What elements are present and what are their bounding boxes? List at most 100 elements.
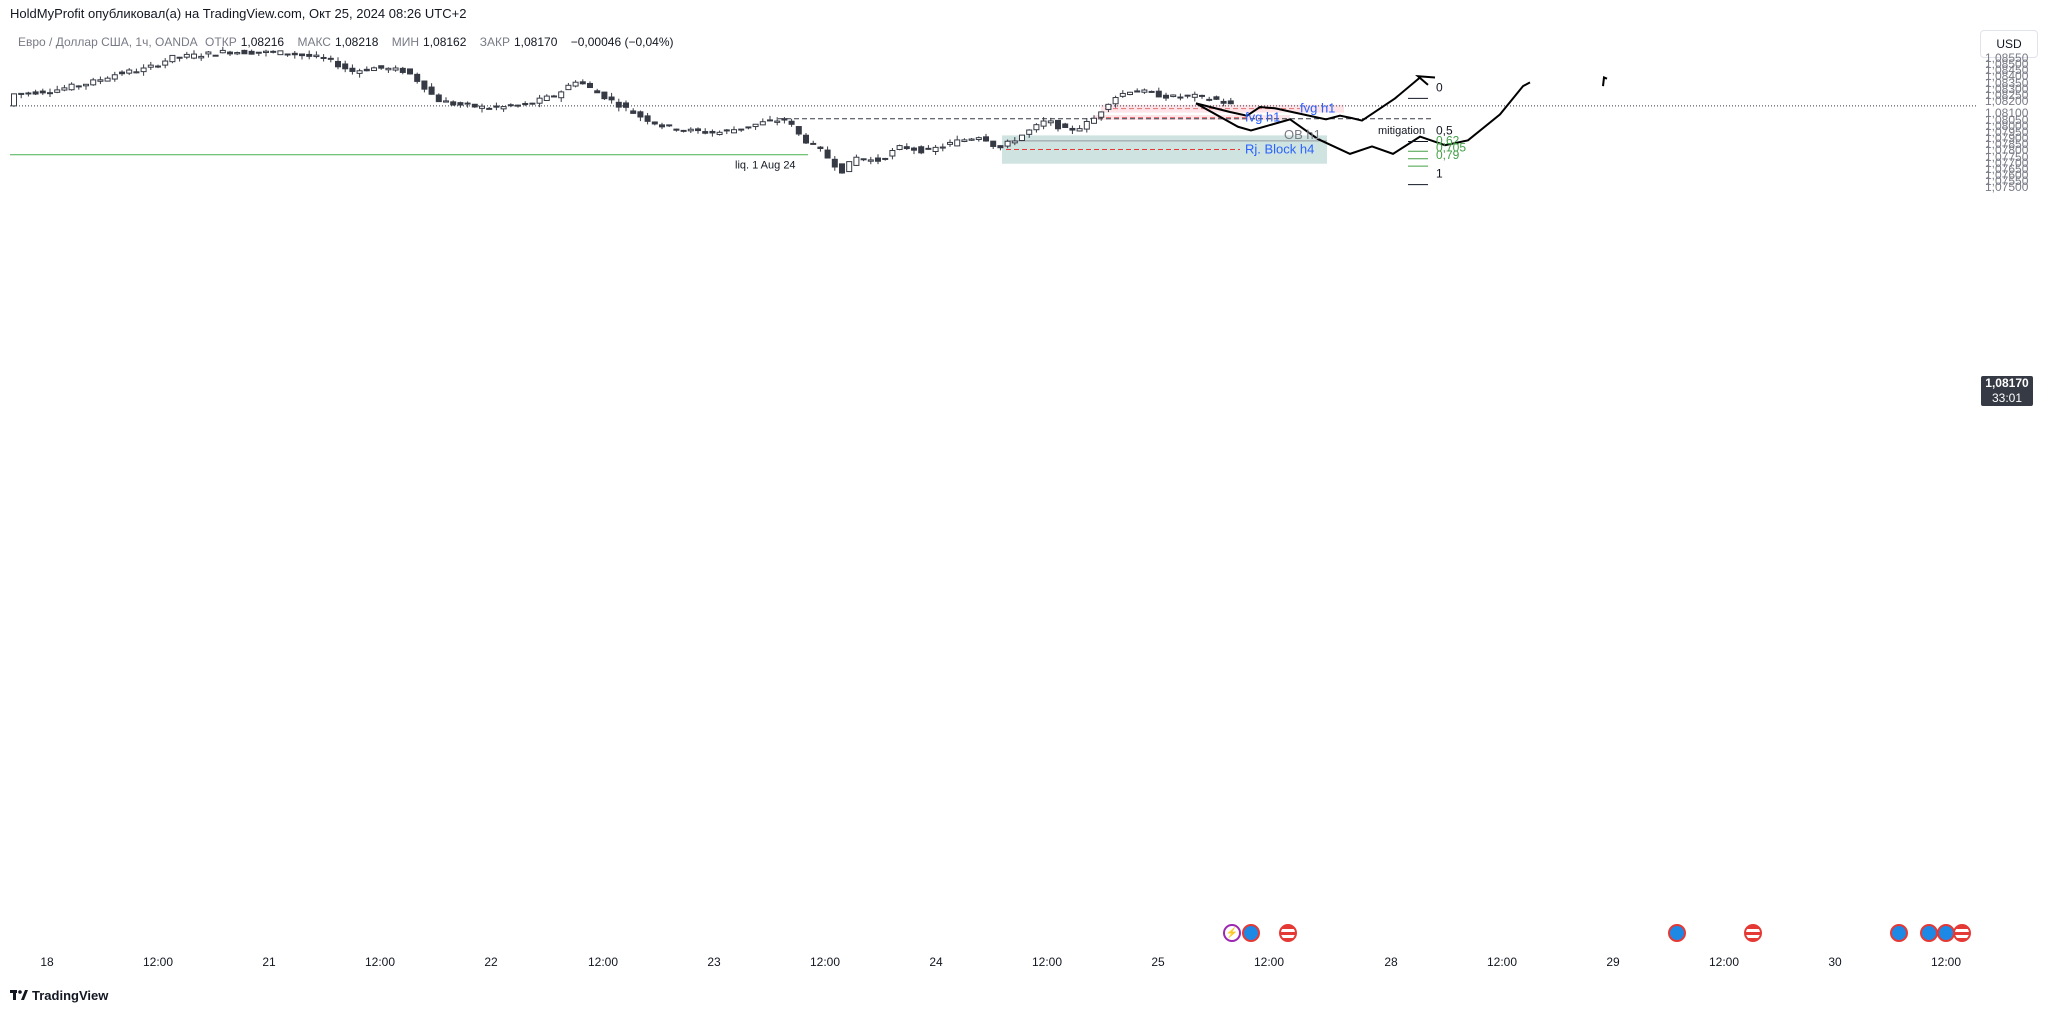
candle-bull (723, 129, 730, 132)
candle-bear (342, 63, 349, 70)
candle-bear (594, 90, 601, 94)
mitigation-label: mitigation (1378, 125, 1425, 137)
us-flag-icon[interactable] (1279, 924, 1297, 942)
symbol-name: Евро / Доллар США, 1ч, OANDA (18, 35, 198, 49)
candle-bear (1163, 94, 1169, 99)
price-axis-label: 1,07950 (1985, 124, 2029, 139)
candle-bear (378, 65, 385, 69)
candle-bear (551, 95, 557, 98)
candle-bull (889, 150, 896, 157)
open-value: 1,08216 (240, 35, 285, 49)
candle-bull (212, 54, 219, 57)
candle-bear (788, 120, 795, 125)
time-axis-label: 12:00 (1253, 955, 1285, 969)
candle-bull (1170, 94, 1177, 98)
candle-bull (1119, 92, 1126, 97)
candle-bull (90, 79, 97, 86)
candle-bear (579, 81, 586, 85)
price-axis-label: 1,07900 (1985, 131, 2029, 146)
candle-bull (716, 131, 723, 136)
candle-bear (248, 50, 255, 55)
candle-bear (486, 107, 493, 110)
candle-bear (1227, 100, 1234, 105)
candle-bull (1098, 111, 1105, 118)
candle-bull (1206, 98, 1213, 101)
candle-bull (1199, 94, 1205, 97)
fib-level-label: 0 (1436, 80, 1443, 94)
candle-bear (291, 52, 298, 56)
fvg-label-lower: fvg h1 (1245, 110, 1280, 125)
candle-bear (824, 149, 831, 159)
candle-bull (147, 64, 154, 68)
candle-bear (255, 51, 262, 54)
arrow-head (1415, 75, 1436, 86)
tradingview-logo-icon (10, 990, 28, 1000)
candle-bull (543, 95, 550, 101)
time-axis-label: 25 (1151, 955, 1165, 969)
candle-bull (54, 89, 61, 93)
candle-bull (133, 71, 140, 74)
candle-bull (1076, 128, 1083, 132)
candle-bear (997, 145, 1004, 149)
candle-bull (75, 85, 82, 88)
bar-countdown: 33:01 (1991, 391, 2023, 405)
high-label: МАКС (297, 35, 331, 49)
price-axis-label: 1,07550 (1985, 174, 2029, 189)
candle-bull (925, 147, 932, 150)
price-axis-label: 1,08300 (1985, 81, 2029, 96)
us-flag-icon[interactable] (1744, 924, 1762, 942)
time-axis-label: 21 (262, 955, 276, 969)
candle-bear (608, 96, 615, 101)
candle-bull (1127, 91, 1133, 96)
candle-bear (241, 49, 248, 55)
candle-bull (126, 69, 133, 74)
price-axis-label: 1,07850 (1985, 137, 2029, 152)
candle-bear (601, 91, 608, 100)
candle-bear (320, 56, 327, 59)
candle-bull (738, 128, 745, 131)
time-axis-label: 18 (40, 955, 54, 969)
candle-bull (731, 129, 737, 134)
candle-bear (795, 126, 802, 135)
candle-bear (507, 104, 514, 107)
candle-bull (882, 157, 889, 160)
globe-icon[interactable] (1242, 924, 1260, 942)
rj-block-label: Rj. Block h4 (1245, 142, 1314, 157)
candle-bear (702, 131, 709, 134)
candle-bull (162, 60, 169, 66)
candle-bull (767, 119, 773, 122)
candles (11, 46, 1234, 174)
candle-bear (1055, 119, 1061, 130)
price-axis-label: 1,08000 (1985, 118, 2029, 133)
globe-icon[interactable] (1890, 924, 1908, 942)
candle-bear (1155, 90, 1162, 98)
candle-bull (1004, 140, 1011, 147)
candle-bear (32, 91, 39, 95)
candle-bear (637, 111, 644, 118)
candle-bear (119, 71, 125, 75)
candle-bear (1134, 90, 1141, 93)
candle-bull (961, 139, 968, 142)
us-flag-icon[interactable] (1953, 924, 1971, 942)
candle-bear (1062, 123, 1069, 128)
globe-icon[interactable] (1668, 924, 1686, 942)
candle-bear (831, 158, 838, 168)
candle-bull (284, 53, 291, 56)
projection-path-alt (1195, 76, 1421, 122)
candle-bull (947, 141, 953, 145)
time-axis-label: 12:00 (142, 955, 174, 969)
currency-button[interactable]: USD (1980, 30, 2038, 58)
candle-bear (875, 157, 881, 162)
candle-bull (392, 67, 399, 71)
candle-bull (97, 79, 104, 82)
fvg-zone-upper (1101, 104, 1344, 113)
symbol-legend: Евро / Доллар США, 1ч, OANDA ОТКР 1,08216… (18, 33, 683, 51)
candle-bear (1220, 100, 1227, 104)
chart-area[interactable]: 0 0,5 0,62 0,705 0,79 1 fvg h1 fvg h1 mitigation… (10, 28, 1977, 943)
candle-bull (277, 50, 284, 56)
candle-bear (983, 136, 989, 142)
candle-bear (623, 102, 629, 108)
flash-icon[interactable]: ⚡ (1223, 924, 1241, 942)
globe-icon[interactable] (1920, 924, 1938, 942)
